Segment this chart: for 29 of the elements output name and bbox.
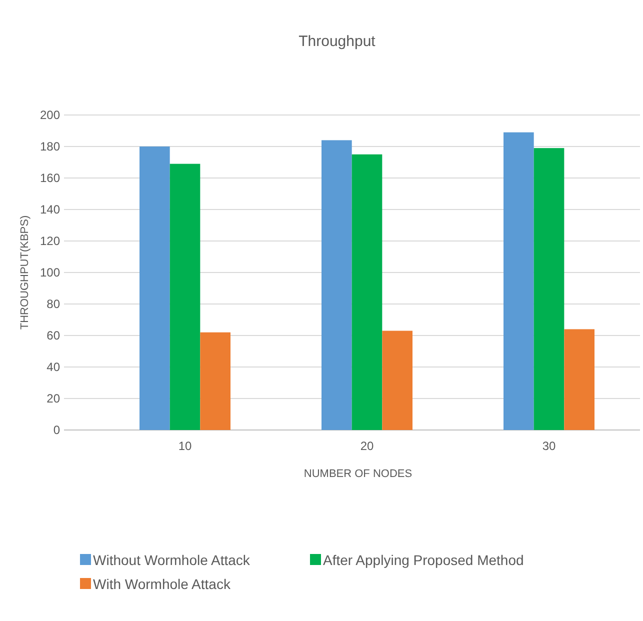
legend-label: After Applying Proposed Method	[323, 552, 524, 568]
x-tick-label: 10	[178, 439, 192, 453]
bar	[322, 140, 352, 430]
bar	[170, 164, 200, 430]
y-tick-label: 80	[46, 297, 60, 312]
legend-label: With Wormhole Attack	[93, 576, 232, 592]
y-tick-label: 100	[40, 266, 60, 280]
bar	[200, 332, 230, 430]
y-tick-label: 20	[46, 392, 60, 406]
y-tick-label: 40	[46, 360, 60, 374]
bar	[534, 148, 564, 430]
y-tick-label: 160	[40, 171, 60, 186]
y-axis-title: THROUGHPUT(KBPS)	[19, 215, 31, 330]
y-tick-label: 0	[53, 423, 60, 438]
y-tick-label: 140	[40, 202, 60, 217]
bar	[564, 329, 594, 430]
y-tick-label: 120	[40, 234, 60, 248]
chart-title: Throughput	[298, 33, 376, 50]
bar	[504, 132, 534, 430]
y-tick-label: 180	[40, 140, 60, 154]
x-tick-label: 20	[360, 439, 374, 453]
bar	[352, 154, 382, 430]
x-axis-title: NUMBER OF NODES	[304, 468, 412, 480]
legend-label: Without Wormhole Attack	[93, 552, 251, 568]
bar	[140, 146, 170, 430]
x-tick-label: 30	[542, 439, 556, 453]
y-tick-label: 200	[40, 108, 60, 122]
y-tick-label: 60	[46, 328, 60, 343]
bar	[382, 330, 412, 430]
